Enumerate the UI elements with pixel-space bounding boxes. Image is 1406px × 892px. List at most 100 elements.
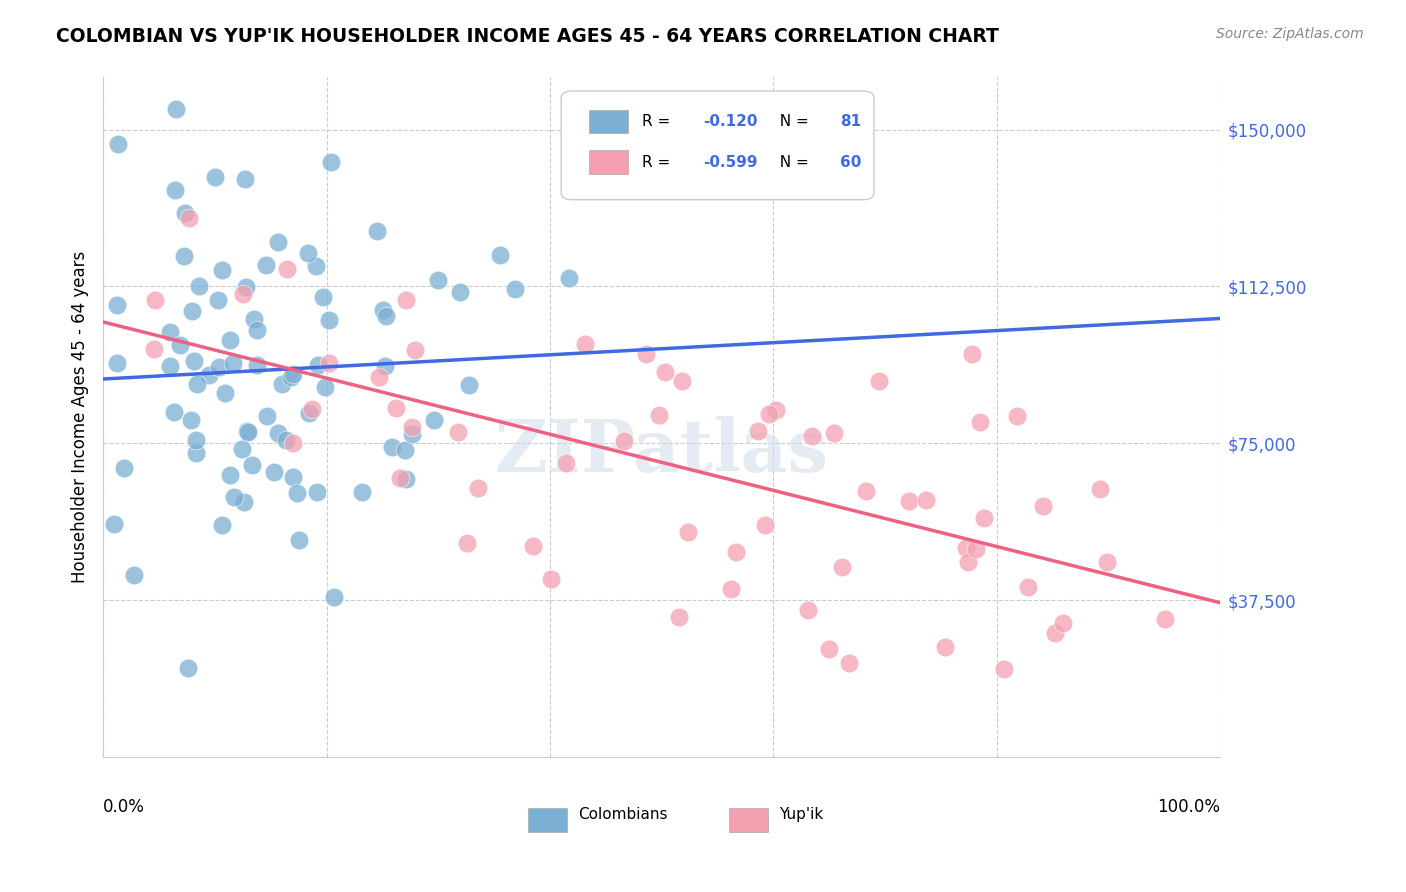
Text: Yup'ik: Yup'ik	[779, 807, 824, 822]
Point	[1043, 625, 1066, 640]
Point	[765, 402, 787, 417]
Point	[613, 434, 636, 449]
Point	[276, 261, 298, 276]
Point	[796, 603, 818, 617]
Point	[322, 590, 344, 604]
Text: 0.0%: 0.0%	[103, 797, 145, 815]
Point	[174, 206, 197, 220]
Point	[555, 456, 578, 470]
Point	[122, 567, 145, 582]
Point	[449, 285, 471, 299]
FancyBboxPatch shape	[527, 808, 567, 831]
Point	[177, 211, 200, 225]
Point	[489, 247, 512, 261]
Point	[186, 377, 208, 392]
Point	[969, 416, 991, 430]
Point	[187, 279, 209, 293]
Point	[221, 356, 243, 370]
Point	[934, 640, 956, 654]
FancyBboxPatch shape	[589, 110, 628, 134]
Point	[204, 170, 226, 185]
Point	[163, 404, 186, 418]
Point	[231, 442, 253, 457]
Point	[648, 408, 671, 422]
Point	[993, 662, 1015, 676]
Point	[233, 495, 256, 509]
Point	[423, 413, 446, 427]
Point	[503, 282, 526, 296]
Point	[395, 293, 418, 307]
Point	[654, 365, 676, 379]
FancyBboxPatch shape	[728, 808, 768, 831]
Point	[214, 386, 236, 401]
Point	[375, 309, 398, 323]
Point	[183, 354, 205, 368]
Text: 100.0%: 100.0%	[1157, 797, 1220, 815]
Point	[159, 359, 181, 373]
Text: R =: R =	[641, 114, 675, 129]
Point	[381, 440, 404, 454]
Point	[456, 535, 478, 549]
Point	[307, 358, 329, 372]
Point	[522, 540, 544, 554]
Point	[1090, 482, 1112, 496]
Point	[143, 293, 166, 308]
Point	[401, 427, 423, 442]
Point	[246, 359, 269, 373]
Point	[973, 511, 995, 525]
Point	[540, 572, 562, 586]
Point	[319, 155, 342, 169]
Point	[105, 356, 128, 370]
Point	[1005, 409, 1028, 424]
Point	[401, 420, 423, 434]
Point	[218, 467, 240, 482]
Point	[159, 325, 181, 339]
Point	[233, 171, 256, 186]
Point	[301, 402, 323, 417]
Point	[855, 484, 877, 499]
Point	[394, 442, 416, 457]
Point	[285, 485, 308, 500]
Point	[105, 298, 128, 312]
Point	[103, 516, 125, 531]
Point	[1052, 615, 1074, 630]
Text: -0.120: -0.120	[703, 114, 758, 129]
Point	[388, 471, 411, 485]
Point	[965, 542, 987, 557]
Point	[574, 336, 596, 351]
Point	[271, 376, 294, 391]
Point	[254, 258, 277, 272]
Point	[668, 610, 690, 624]
Point	[366, 224, 388, 238]
Point	[758, 407, 780, 421]
Point	[385, 401, 408, 416]
Point	[458, 378, 481, 392]
Point	[818, 642, 841, 657]
Point	[177, 661, 200, 675]
Point	[318, 356, 340, 370]
Point	[960, 347, 983, 361]
Text: Source: ZipAtlas.com: Source: ZipAtlas.com	[1216, 27, 1364, 41]
Point	[558, 270, 581, 285]
Point	[165, 183, 187, 197]
Point	[898, 494, 921, 508]
Point	[297, 406, 319, 420]
Point	[267, 426, 290, 441]
Point	[636, 347, 658, 361]
Point	[235, 279, 257, 293]
Point	[207, 293, 229, 307]
Point	[1032, 499, 1054, 513]
Point	[208, 359, 231, 374]
Point	[956, 555, 979, 569]
Point	[1017, 580, 1039, 594]
Point	[180, 412, 202, 426]
Point	[256, 409, 278, 424]
Point	[143, 342, 166, 356]
FancyBboxPatch shape	[589, 151, 628, 174]
Point	[165, 102, 187, 116]
Point	[311, 290, 333, 304]
Point	[186, 434, 208, 448]
Point	[107, 137, 129, 152]
Point	[297, 246, 319, 260]
Point	[314, 380, 336, 394]
